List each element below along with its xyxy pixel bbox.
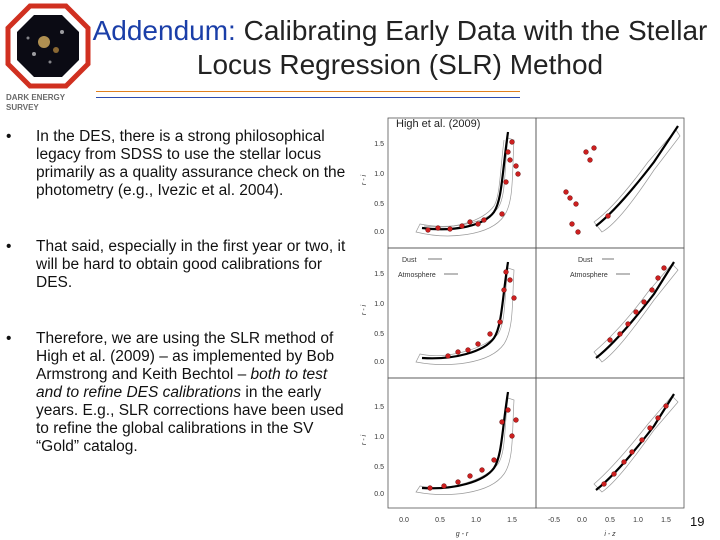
y-tick-label: 0.5	[374, 464, 384, 471]
panel-frame	[535, 377, 685, 509]
title-rule-blue	[96, 97, 520, 98]
legend-dust-label: Dust	[578, 257, 592, 264]
panel-frame	[387, 377, 537, 509]
panel-frame	[535, 117, 685, 249]
bullet-item: • Therefore, we are using the SLR method …	[6, 330, 344, 455]
bullet-text: That said, especially in the first year …	[36, 238, 346, 291]
x-tick-label: 1.0	[471, 517, 481, 524]
y-tick-label: 1.0	[374, 171, 384, 178]
logo-text: DARK ENERGY SURVEY	[6, 93, 65, 112]
y-tick-label: 0.0	[374, 491, 384, 498]
x-tick-label: 0.0	[577, 517, 587, 524]
x-tick-label: 0.0	[399, 517, 409, 524]
title-rest: Calibrating Early Data with the Stellar …	[196, 15, 708, 80]
page-number: 19	[690, 514, 705, 529]
y-axis-label: r - i	[361, 435, 368, 446]
y-tick-label: 1.0	[374, 434, 384, 441]
x-axis-label: g - r	[456, 531, 469, 538]
bullet-text-pre: Therefore, we are using the SLR method o…	[36, 330, 335, 383]
x-tick-label: 0.5	[605, 517, 615, 524]
x-tick-labels-left: 0.0 0.5 1.0 1.5	[399, 517, 517, 524]
bullet-item: • In the DES, there is a strong philosoph…	[6, 128, 346, 199]
y-axis-label: r - i	[361, 175, 368, 186]
x-tick-labels-right: -0.5 0.0 0.5 1.0 1.5	[548, 517, 671, 524]
y-tick-label: 0.0	[374, 359, 384, 366]
bullet-text-emphasis: both to test and to refine DES calibrati…	[36, 366, 328, 401]
y-tick-label: 0.5	[374, 201, 384, 208]
y-tick-label: 1.5	[374, 271, 384, 278]
des-logo-icon	[5, 3, 91, 89]
title-rule-orange	[96, 91, 520, 92]
x-axis-label: i - z	[604, 531, 616, 538]
y-tick-label: 0.5	[374, 331, 384, 338]
y-axis-label: r - i	[361, 305, 368, 316]
stellar-locus-figure: 1.5 1.0 0.5 0.0 1.5 1.0 0.5 0.0 1.5 1.0 …	[361, 117, 685, 538]
x-tick-label: 1.5	[507, 517, 517, 524]
x-tick-label: -0.5	[548, 517, 560, 524]
legend-atmosphere-label: Atmosphere	[398, 272, 436, 279]
legend-dust-label: Dust	[402, 257, 416, 264]
y-tick-label: 0.0	[374, 229, 384, 236]
x-tick-label: 0.5	[435, 517, 445, 524]
x-tick-label: 1.0	[633, 517, 643, 524]
y-tick-label: 1.0	[374, 301, 384, 308]
y-tick-label: 1.5	[374, 404, 384, 411]
bullet-text: In the DES, there is a strong philosophi…	[36, 128, 346, 199]
slide-title: Addendum: Calibrating Early Data with th…	[90, 14, 710, 82]
bullet-text-post: in the early years. E.g., SLR correction…	[36, 384, 344, 455]
y-tick-labels: 1.5 1.0 0.5 0.0 1.5 1.0 0.5 0.0 1.5 1.0 …	[374, 141, 384, 498]
y-tick-label: 1.5	[374, 141, 384, 148]
panel-frame	[387, 247, 537, 379]
bullet-list: • In the DES, there is a strong philosoph…	[0, 128, 350, 456]
title-highlight: Addendum:	[92, 15, 236, 46]
x-tick-label: 1.5	[661, 517, 671, 524]
figure-citation: High et al. (2009)	[396, 118, 481, 130]
bullet-item: • That said, especially in the first year…	[6, 238, 346, 291]
legend-atmosphere-label: Atmosphere	[570, 272, 608, 279]
